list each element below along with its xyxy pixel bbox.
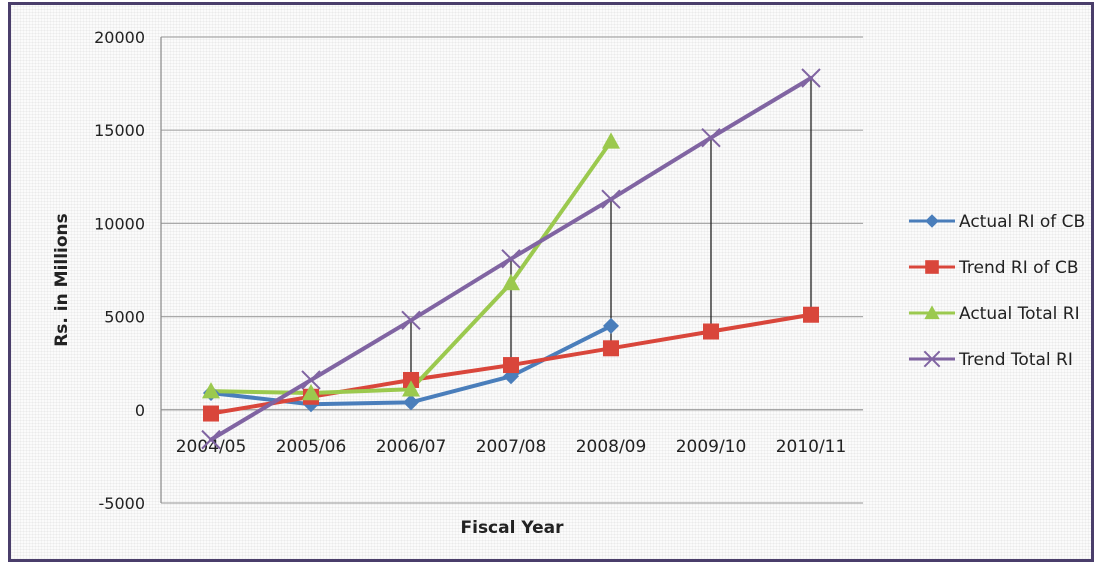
legend-marker [924, 305, 940, 320]
y-tick-label: 5000 [104, 308, 145, 327]
data-point-actual-total-ri [402, 380, 420, 397]
grid-lines [160, 36, 863, 504]
y-tick-label: -5000 [99, 494, 146, 513]
legend: Actual RI of CB Trend RI of CB Actual Tota… [909, 212, 1085, 370]
legend-item-trend-ri-of-cb: Trend RI of CB [909, 258, 1078, 278]
legend-marker [925, 214, 939, 228]
data-point-trend-total-ri [601, 189, 621, 209]
legend-item-actual-ri-of-cb: Actual RI of CB [909, 212, 1085, 232]
series-markers [201, 68, 821, 450]
y-tick-label: 20000 [94, 28, 145, 47]
data-point-trend-ri-of-cb [403, 371, 419, 388]
x-tick-label: 2005/06 [276, 437, 347, 457]
data-point-trend-ri-of-cb [603, 340, 619, 357]
y-tick-label: 15000 [94, 121, 145, 140]
data-point-trend-total-ri [801, 68, 821, 88]
legend-item-trend-total-ri: Trend Total RI [909, 350, 1073, 370]
data-point-actual-ri-of-cb [603, 317, 619, 334]
legend-label: Trend Total RI [958, 350, 1073, 370]
x-tick-labels: 2004/05 2005/06 2006/07 2007/08 2008/09 2009/… [176, 437, 847, 457]
legend-marker [923, 350, 941, 368]
data-point-actual-ri-of-cb [403, 394, 419, 411]
data-point-actual-total-ri [302, 384, 320, 401]
data-point-trend-total-ri [501, 249, 521, 269]
x-tick-label: 2007/08 [476, 437, 547, 457]
data-point-trend-ri-of-cb [503, 357, 519, 374]
line-chart: -5000 0 5000 10000 15000 20000 2004/05 2005/06… [52, 28, 1085, 538]
data-point-trend-ri-of-cb [703, 323, 719, 340]
data-point-trend-total-ri [401, 310, 421, 331]
y-axis-title: Rs. in Millions [52, 213, 72, 347]
chart-frame: -5000 0 5000 10000 15000 20000 2004/05 2005/06… [8, 2, 1094, 562]
x-tick-label: 2004/05 [176, 437, 247, 457]
x-axis-title: Fiscal Year [461, 518, 565, 538]
legend-label: Actual RI of CB [959, 212, 1085, 232]
data-point-trend-total-ri [701, 127, 721, 148]
x-tick-label: 2010/11 [776, 437, 847, 457]
x-tick-label: 2009/10 [676, 437, 747, 457]
legend-marker [925, 260, 939, 274]
x-tick-label: 2006/07 [376, 437, 447, 457]
y-tick-label: 10000 [94, 214, 145, 233]
legend-label: Actual Total RI [959, 304, 1080, 324]
data-point-actual-total-ri [602, 132, 620, 149]
y-tick-label: 0 [135, 401, 145, 420]
drop-lines [410, 78, 812, 380]
data-point-actual-total-ri [502, 274, 520, 291]
y-tick-labels: -5000 0 5000 10000 15000 20000 [94, 28, 145, 513]
data-point-trend-total-ri [301, 370, 321, 390]
data-point-trend-total-ri [201, 429, 221, 450]
x-tick-label: 2008/09 [576, 437, 647, 457]
data-point-trend-ri-of-cb [203, 405, 219, 422]
legend-item-actual-total-ri: Actual Total RI [909, 304, 1080, 324]
data-point-trend-ri-of-cb [803, 306, 819, 323]
data-point-actual-total-ri [202, 382, 220, 399]
legend-label: Trend RI of CB [958, 258, 1078, 278]
